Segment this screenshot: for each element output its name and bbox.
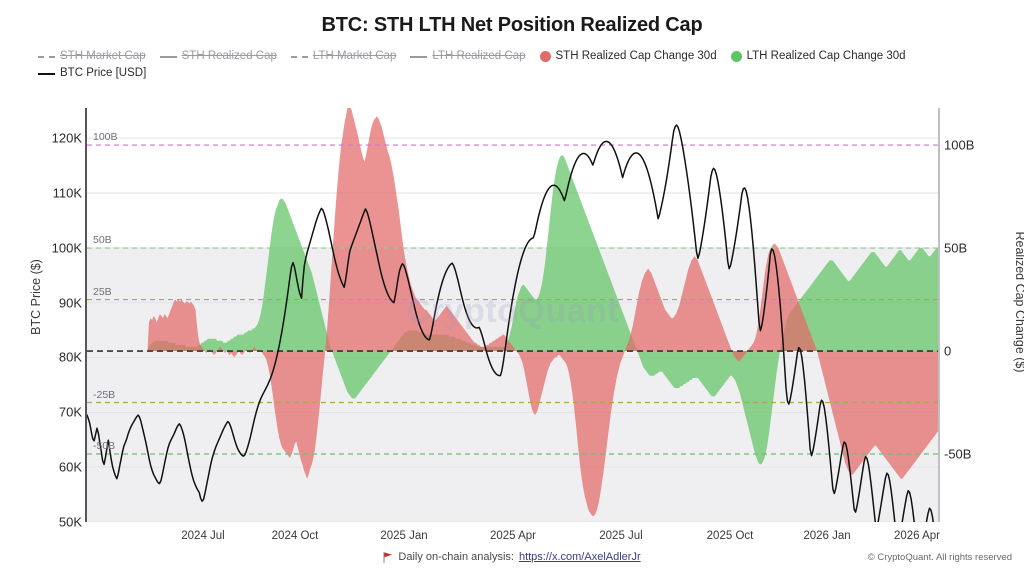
y-tick-right-3: -50B — [944, 446, 972, 462]
annotation-label-1: 50B — [93, 234, 112, 247]
legend-item-1[interactable]: STH Realized Cap — [159, 48, 277, 65]
flag-icon — [383, 551, 393, 563]
area-sth-realized-cap-change — [87, 108, 938, 516]
legend-marker-6-icon — [38, 72, 55, 75]
y-tick-left-7: 50K — [58, 514, 82, 530]
legend-marker-4-icon — [539, 51, 551, 62]
annotation-label-4: -25B — [93, 388, 116, 401]
legend-label-6: BTC Price [USD] — [60, 66, 147, 79]
y-axis-ticks-left: 120K 110K 100K 90K 80K 70K 60K 50K — [0, 0, 82, 576]
x-tick-4: 2025 Jul — [599, 530, 643, 542]
left-axis-spine — [85, 108, 87, 522]
legend-item-4[interactable]: STH Realized Cap Change 30d — [539, 48, 717, 65]
y-tick-left-6: 60K — [58, 459, 82, 475]
legend-item-5[interactable]: LTH Realized Cap Change 30d — [730, 48, 906, 65]
y-tick-left-0: 120K — [51, 130, 82, 146]
legend-marker-0-icon — [38, 55, 55, 58]
annotation-label-5: -50B — [93, 440, 116, 453]
x-tick-2: 2025 Jan — [380, 530, 428, 542]
legend-label-1: STH Realized Cap — [181, 49, 277, 62]
footer-link[interactable]: https://x.com/AxelAdlerJr — [518, 551, 641, 563]
legend-item-0[interactable]: STH Market Cap — [38, 48, 146, 65]
x-tick-0: 2024 Jul — [181, 530, 225, 542]
plot-area — [87, 108, 938, 522]
line-btc-price — [87, 124, 934, 522]
legend-marker-1-icon — [159, 55, 177, 58]
x-tick-6: 2026 Jan — [803, 530, 851, 542]
y-tick-left-1: 110K — [52, 185, 82, 201]
y-tick-right-1: 50B — [944, 240, 968, 256]
x-tick-3: 2025 Apr — [489, 530, 537, 542]
shaded-band — [87, 247, 938, 522]
annotation-label-2: 25B — [93, 285, 112, 298]
chart-legend: STH Market Cap STH Realized Cap LTH Market… — [38, 48, 998, 82]
legend-marker-5-icon — [730, 51, 742, 62]
y-tick-right-0: 100B — [944, 137, 975, 153]
annotation-label-0: 100B — [93, 131, 118, 144]
x-tick-1: 2024 Oct — [271, 530, 319, 542]
y-tick-left-3: 90K — [58, 295, 82, 311]
legend-marker-2-icon — [290, 55, 308, 58]
legend-label-4: STH Realized Cap Change 30d — [555, 49, 717, 62]
legend-label-0: STH Market Cap — [60, 49, 146, 62]
footer-note-text: Daily on-chain analysis: — [398, 551, 514, 563]
legend-marker-3-icon — [410, 55, 428, 58]
x-tick-7: 2026 Apr — [893, 530, 941, 542]
page-title: BTC: STH LTH Net Position Realized Cap — [321, 14, 703, 36]
legend-item-2[interactable]: LTH Market Cap — [290, 48, 397, 65]
y-tick-right-2: 0 — [944, 343, 952, 359]
legend-item-6[interactable]: BTC Price [USD] — [38, 65, 146, 82]
legend-item-3[interactable]: LTH Realized Cap — [410, 48, 526, 65]
right-axis-spine — [938, 108, 940, 522]
legend-label-3: LTH Realized Cap — [432, 49, 526, 62]
y-tick-left-2: 100K — [51, 240, 82, 256]
copyright: © CryptoQuant. All rights reserved — [867, 552, 1012, 563]
y-tick-left-5: 70K — [58, 404, 82, 420]
footer: Daily on-chain analysis: https://x.com/A… — [0, 551, 1024, 571]
x-tick-5: 2025 Oct — [706, 530, 754, 542]
legend-label-2: LTH Market Cap — [312, 49, 397, 62]
plot-svg — [87, 108, 938, 522]
legend-label-5: LTH Realized Cap Change 30d — [746, 49, 906, 62]
y-tick-left-4: 80K — [58, 349, 82, 365]
y-axis-ticks-right: 100B 50B 0 -50B — [944, 0, 1014, 576]
footer-note: Daily on-chain analysis: https://x.com/A… — [0, 551, 1024, 563]
